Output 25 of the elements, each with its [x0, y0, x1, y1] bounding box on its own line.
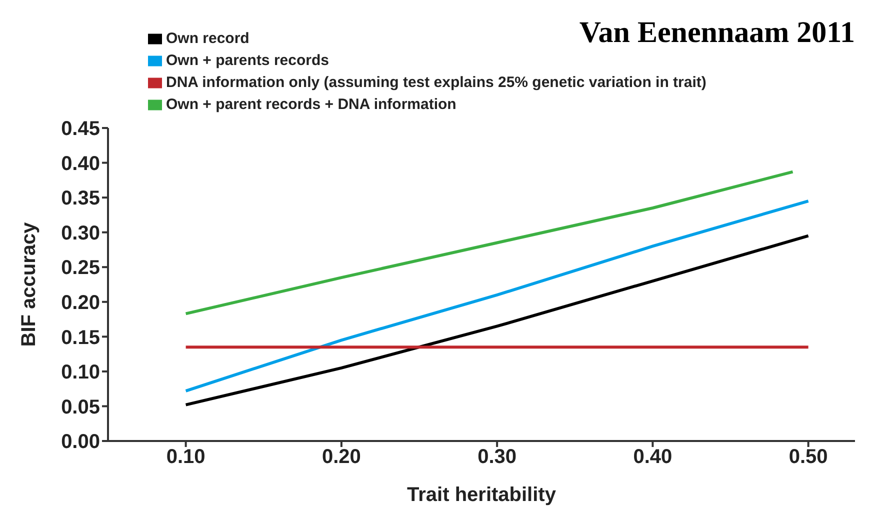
legend-label: Own + parent records + DNA information	[166, 95, 458, 115]
legend-label: Own record	[166, 30, 250, 47]
y-tick-label: 0.20	[61, 292, 100, 314]
legend-label: DNA information only (assuming test explains 25% genetic variation in trait)	[166, 73, 708, 93]
y-tick-label: 0.35	[61, 188, 100, 210]
y-axis-title: BIF accuracy	[18, 221, 40, 347]
y-tick-label: 0.30	[61, 222, 100, 244]
y-tick-label: 0.00	[61, 431, 100, 454]
y-tick-label: 0.10	[61, 362, 100, 384]
y-tick-label: 0.25	[61, 257, 100, 280]
x-tick-label: 0.30	[478, 446, 517, 468]
line-series	[184, 170, 794, 316]
x-tick-label: 0.50	[788, 446, 828, 468]
x-axis-title: Trait heritability	[407, 484, 557, 506]
chart-title: Van Eenennaam 2011	[579, 16, 855, 50]
line-series	[184, 234, 810, 406]
y-tick-label: 0.40	[61, 152, 100, 175]
line-series	[184, 200, 810, 392]
y-tick-label: 0.05	[61, 396, 100, 418]
x-tick-label: 0.40	[633, 446, 672, 468]
y-tick-label: 0.15	[61, 326, 100, 349]
x-tick-label: 0.20	[322, 446, 361, 468]
x-tick-label: 0.10	[166, 446, 206, 468]
y-tick-label: 0.45	[61, 118, 100, 140]
legend-label: Own + parents records	[166, 51, 330, 71]
